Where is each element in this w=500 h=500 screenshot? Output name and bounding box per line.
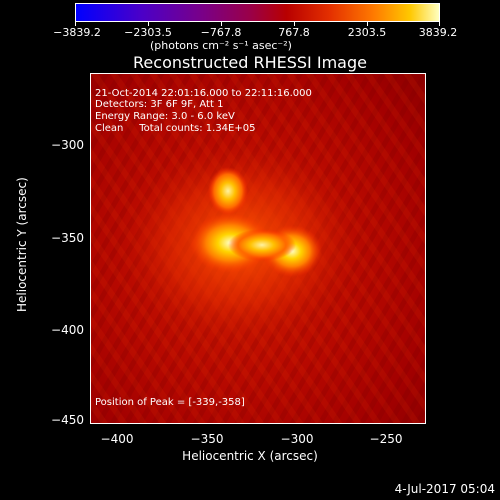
colorbar-tick-label: −767.8 [200, 26, 242, 39]
colorbar-tick-label: −2303.5 [124, 26, 172, 39]
image-title: Reconstructed RHESSI Image [133, 53, 367, 72]
x-tick-label: −350 [190, 432, 224, 446]
colorbar-gradient [76, 4, 439, 21]
x-tick-label: −300 [280, 432, 314, 446]
y-tick-label: −400 [51, 323, 84, 337]
y-tick-label: −300 [51, 138, 84, 152]
x-tick-label: −400 [100, 432, 134, 446]
x-tick-label: −250 [369, 432, 403, 446]
colorbar-tick-label: −3839.2 [53, 26, 101, 39]
timestamp: 4-Jul-2017 05:04 [394, 482, 495, 496]
peak-position-annotation: Position of Peak = [-339,-358] [95, 397, 245, 408]
x-axis-label: Heliocentric X (arcsec) [182, 449, 318, 463]
energy-range-annotation: Energy Range: 3.0 - 6.0 keV [95, 111, 235, 122]
colorbar-units: (photons cm⁻² s⁻¹ asec⁻²) [150, 39, 292, 52]
clean-counts-annotation: Clean Total counts: 1.34E+05 [95, 123, 256, 134]
y-tick-label: −350 [51, 231, 84, 245]
colorbar [75, 3, 440, 22]
y-tick-label: −450 [51, 413, 84, 427]
colorbar-tick-label: 2303.5 [347, 26, 387, 39]
time-range-annotation: 21-Oct-2014 22:01:16.000 to 22:11:16.000 [95, 88, 312, 99]
colorbar-tick-label: 3839.2 [418, 26, 458, 39]
y-axis-label: Heliocentric Y (arcsec) [15, 177, 29, 312]
rhessi-image [90, 73, 426, 424]
detectors-annotation: Detectors: 3F 6F 9F, Att 1 [95, 99, 224, 110]
colorbar-tick-label: 767.8 [278, 26, 310, 39]
